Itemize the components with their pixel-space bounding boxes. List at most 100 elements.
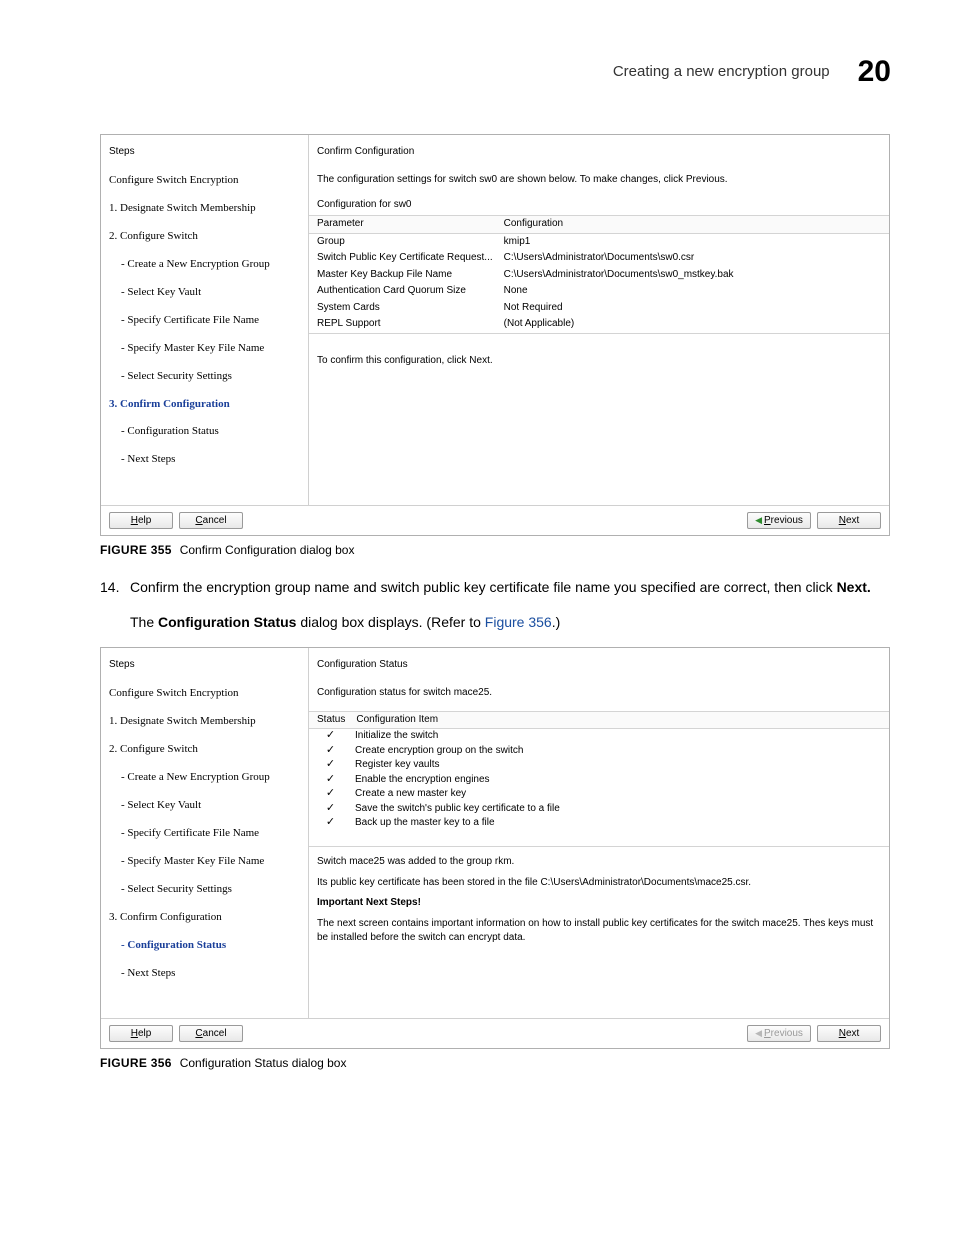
step-sub-cert: - Specify Certificate File Name xyxy=(109,826,300,842)
status-item: Back up the master key to a file xyxy=(347,816,889,831)
content-subtitle: Configuration for sw0 xyxy=(309,198,889,213)
message-line: Its public key certificate has been stor… xyxy=(317,876,881,891)
steps-heading: Configure Switch Encryption xyxy=(109,173,300,189)
previous-button-disabled: ◀Previous xyxy=(747,1025,811,1042)
config-cell: C:\Users\Administrator\Documents\sw0_mst… xyxy=(496,267,889,284)
chapter-number: 20 xyxy=(858,50,891,94)
param-cell: REPL Support xyxy=(309,316,496,333)
param-cell: Group xyxy=(309,233,496,250)
step-sub-master: - Specify Master Key File Name xyxy=(109,341,300,357)
step-sub-cert: - Specify Certificate File Name xyxy=(109,313,300,329)
status-item: Initialize the switch xyxy=(347,729,889,744)
figure-356-link[interactable]: Figure 356 xyxy=(485,614,552,630)
th-status: Status xyxy=(309,711,348,729)
step-3-current: 3. Confirm Configuration xyxy=(109,397,300,413)
step-1: 1. Designate Switch Membership xyxy=(109,714,300,730)
checkmark-icon: ✓ xyxy=(326,759,336,769)
help-button[interactable]: Help xyxy=(109,1025,173,1042)
confirm-configuration-dialog: Steps Configure Switch Encryption 1. Des… xyxy=(100,134,890,536)
button-bar: Help Cancel ◀Previous Next xyxy=(101,1018,889,1048)
arrow-left-icon: ◀ xyxy=(755,1028,762,1039)
step-sub-cfgstatus-current: - Configuration Status xyxy=(109,938,300,954)
confirm-line: To confirm this configuration, click Nex… xyxy=(309,354,889,369)
figure-356: Steps Configure Switch Encryption 1. Des… xyxy=(100,647,899,1049)
step-sub-security: - Select Security Settings xyxy=(109,882,300,898)
step-number: 14. xyxy=(100,577,130,598)
cancel-button[interactable]: Cancel xyxy=(179,1025,243,1042)
status-item: Enable the encryption engines xyxy=(347,773,889,788)
steps-title: Steps xyxy=(109,145,300,160)
message-line: The next screen contains important infor… xyxy=(317,917,881,946)
message-line: Switch mace25 was added to the group rkm… xyxy=(317,855,881,870)
step-sub-next: - Next Steps xyxy=(109,452,300,468)
instruction-paragraph: The Configuration Status dialog box disp… xyxy=(130,612,899,633)
content-title: Confirm Configuration xyxy=(309,145,889,160)
important-heading: Important Next Steps! xyxy=(317,896,881,911)
status-table: Status Configuration Item xyxy=(309,711,889,730)
th-configuration: Configuration xyxy=(496,216,889,234)
param-cell: System Cards xyxy=(309,300,496,317)
steps-heading: Configure Switch Encryption xyxy=(109,686,300,702)
content-pane: Confirm Configuration The configuration … xyxy=(309,135,889,505)
config-cell: C:\Users\Administrator\Documents\sw0.csr xyxy=(496,250,889,267)
step-2: 2. Configure Switch xyxy=(109,742,300,758)
configuration-status-dialog: Steps Configure Switch Encryption 1. Des… xyxy=(100,647,890,1049)
figure-number: FIGURE 356 xyxy=(100,1056,172,1070)
figure-355-caption: FIGURE 355 Confirm Configuration dialog b… xyxy=(100,542,899,559)
th-config-item: Configuration Item xyxy=(348,711,889,729)
button-bar: Help Cancel ◀Previous Next xyxy=(101,505,889,535)
config-cell: (Not Applicable) xyxy=(496,316,889,333)
step-sub-vault: - Select Key Vault xyxy=(109,285,300,301)
checkmark-icon: ✓ xyxy=(326,774,336,784)
steps-title: Steps xyxy=(109,658,300,673)
content-intro: Configuration status for switch mace25. xyxy=(309,686,889,701)
status-list: ✓ Initialize the switch ✓ Create encryptio… xyxy=(309,729,889,847)
step-sub-next: - Next Steps xyxy=(109,966,300,982)
step-3: 3. Confirm Configuration xyxy=(109,910,300,926)
next-button[interactable]: Next xyxy=(817,512,881,529)
page-header: Creating a new encryption group 20 xyxy=(55,50,899,94)
step-sub-master: - Specify Master Key File Name xyxy=(109,854,300,870)
steps-pane: Steps Configure Switch Encryption 1. Des… xyxy=(101,135,309,505)
figure-356-caption: FIGURE 356 Configuration Status dialog bo… xyxy=(100,1055,899,1072)
step-sub-create: - Create a New Encryption Group xyxy=(109,257,300,273)
message-block: Switch mace25 was added to the group rkm… xyxy=(309,847,889,946)
arrow-left-icon: ◀ xyxy=(755,515,762,526)
parameter-table: Parameter Configuration Groupkmip1 Switc… xyxy=(309,215,889,334)
checkmark-icon: ✓ xyxy=(326,803,336,813)
instruction-step-14: 14. Confirm the encryption group name an… xyxy=(100,577,899,598)
param-cell: Master Key Backup File Name xyxy=(309,267,496,284)
checkmark-icon: ✓ xyxy=(326,730,336,740)
header-title: Creating a new encryption group xyxy=(613,61,830,83)
status-item: Create encryption group on the switch xyxy=(347,744,889,759)
content-intro: The configuration settings for switch sw… xyxy=(309,173,889,188)
checkmark-icon: ✓ xyxy=(326,817,336,827)
figure-title: Configuration Status dialog box xyxy=(180,1056,347,1070)
previous-button[interactable]: ◀Previous xyxy=(747,512,811,529)
help-button[interactable]: Help xyxy=(109,512,173,529)
status-item: Save the switch's public key certificate… xyxy=(347,802,889,817)
step-sub-security: - Select Security Settings xyxy=(109,369,300,385)
step-sub-vault: - Select Key Vault xyxy=(109,798,300,814)
status-item: Create a new master key xyxy=(347,787,889,802)
figure-title: Confirm Configuration dialog box xyxy=(180,543,355,557)
step-sub-create: - Create a New Encryption Group xyxy=(109,770,300,786)
config-cell: kmip1 xyxy=(496,233,889,250)
config-cell: None xyxy=(496,283,889,300)
next-button[interactable]: Next xyxy=(817,1025,881,1042)
checkmark-icon: ✓ xyxy=(326,745,336,755)
content-pane: Configuration Status Configuration statu… xyxy=(309,648,889,1018)
param-cell: Switch Public Key Certificate Request... xyxy=(309,250,496,267)
figure-number: FIGURE 355 xyxy=(100,543,172,557)
status-item: Register key vaults xyxy=(347,758,889,773)
cancel-button[interactable]: Cancel xyxy=(179,512,243,529)
figure-355: Steps Configure Switch Encryption 1. Des… xyxy=(100,134,899,536)
param-cell: Authentication Card Quorum Size xyxy=(309,283,496,300)
config-cell: Not Required xyxy=(496,300,889,317)
step-1: 1. Designate Switch Membership xyxy=(109,201,300,217)
step-text: Confirm the encryption group name and sw… xyxy=(130,577,899,598)
step-sub-cfgstatus: - Configuration Status xyxy=(109,424,300,440)
steps-pane: Steps Configure Switch Encryption 1. Des… xyxy=(101,648,309,1018)
checkmark-icon: ✓ xyxy=(326,788,336,798)
content-title: Configuration Status xyxy=(309,658,889,673)
